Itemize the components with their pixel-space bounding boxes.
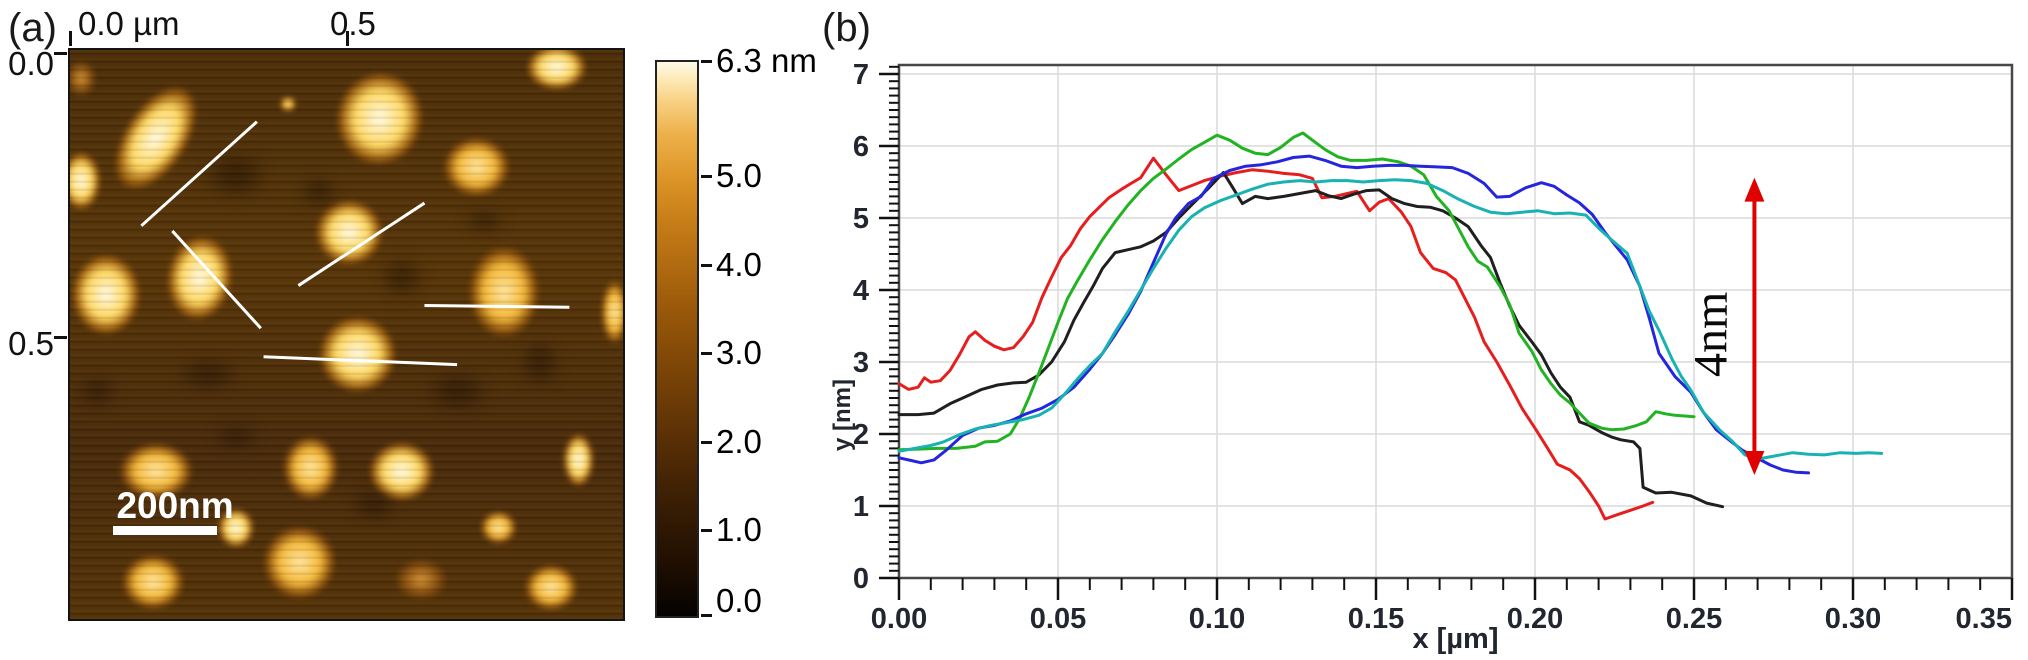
profile-red — [897, 156, 1655, 521]
annotation-label: 4nm — [1684, 292, 1737, 377]
afm-left-tick-0 — [54, 52, 67, 55]
arrow-head-down — [1744, 451, 1765, 476]
y-tick-label: 2 — [853, 419, 869, 451]
plot-frame — [897, 63, 2014, 580]
afm-image: 200nm — [68, 48, 625, 621]
panel-b-label: (b) — [822, 6, 871, 50]
colorbar-label: 3.0 — [716, 334, 762, 372]
afm-left-tick-05 — [54, 336, 67, 339]
afm-top-axis-label-05: 0.5 — [330, 5, 376, 42]
y-tick-label: 3 — [853, 347, 869, 379]
colorbar-label: 2.0 — [716, 422, 762, 460]
profile-blue — [897, 154, 1810, 475]
x-tick-label: 0.20 — [1507, 603, 1563, 635]
profile-cut-line — [264, 357, 458, 365]
profile-cut-line — [298, 203, 424, 286]
colorbar-label: 1.0 — [716, 511, 762, 549]
colorbar-tick — [701, 263, 712, 267]
arrow-head-up — [1744, 177, 1765, 202]
colorbar-gradient — [655, 60, 699, 618]
y-tick-label: 1 — [853, 491, 869, 523]
profile-cut-line — [172, 231, 260, 328]
x-tick-label: 0.00 — [871, 603, 927, 635]
afm-top-tick-0 — [69, 31, 72, 46]
y-tick-label: 7 — [853, 59, 869, 91]
profile-cut-line — [141, 122, 257, 226]
colorbar-tick — [701, 352, 712, 356]
profile-cut-line — [424, 305, 569, 307]
colorbar-label: 6.3 nm — [716, 42, 817, 79]
colorbar-label: 5.0 — [716, 157, 762, 195]
scale-bar-label: 200nm — [116, 485, 234, 527]
afm-top-tick-05 — [346, 31, 349, 46]
colorbar-tick — [701, 529, 712, 533]
colorbar-label: 4.0 — [716, 245, 762, 283]
x-tick-label: 0.15 — [1348, 603, 1404, 635]
scale-bar — [112, 525, 218, 536]
y-axis-title: y [nm] — [829, 379, 856, 451]
y-tick-label: 6 — [853, 131, 869, 163]
x-tick-label: 0.35 — [1956, 603, 2012, 635]
y-tick-label: 4 — [853, 275, 869, 307]
y-tick-label: 0 — [853, 563, 869, 595]
x-tick-label: 0.30 — [1825, 603, 1881, 635]
x-axis-title: x [µm] — [1413, 623, 1499, 655]
afm-profile-lines — [70, 50, 623, 619]
x-tick-label: 0.25 — [1666, 603, 1722, 635]
x-tick-label: 0.10 — [1189, 603, 1245, 635]
colorbar-tick — [701, 614, 712, 617]
colorbar-tick — [701, 440, 712, 444]
x-tick-label: 0.05 — [1030, 603, 1086, 635]
colorbar-label: 0.0 — [716, 582, 762, 619]
profile-black — [897, 171, 1725, 509]
colorbar-tick — [701, 60, 712, 63]
afm-left-axis-label-0: 0.0 — [8, 45, 54, 82]
panel-a-label: (a) — [8, 6, 57, 50]
afm-left-axis-label-05: 0.5 — [8, 325, 54, 362]
colorbar-tick — [701, 175, 712, 179]
afm-top-axis-label-0: 0.0 µm — [78, 5, 180, 42]
profile-cyan — [897, 178, 1884, 460]
profile-green — [897, 131, 1696, 452]
y-tick-label: 5 — [853, 203, 869, 235]
